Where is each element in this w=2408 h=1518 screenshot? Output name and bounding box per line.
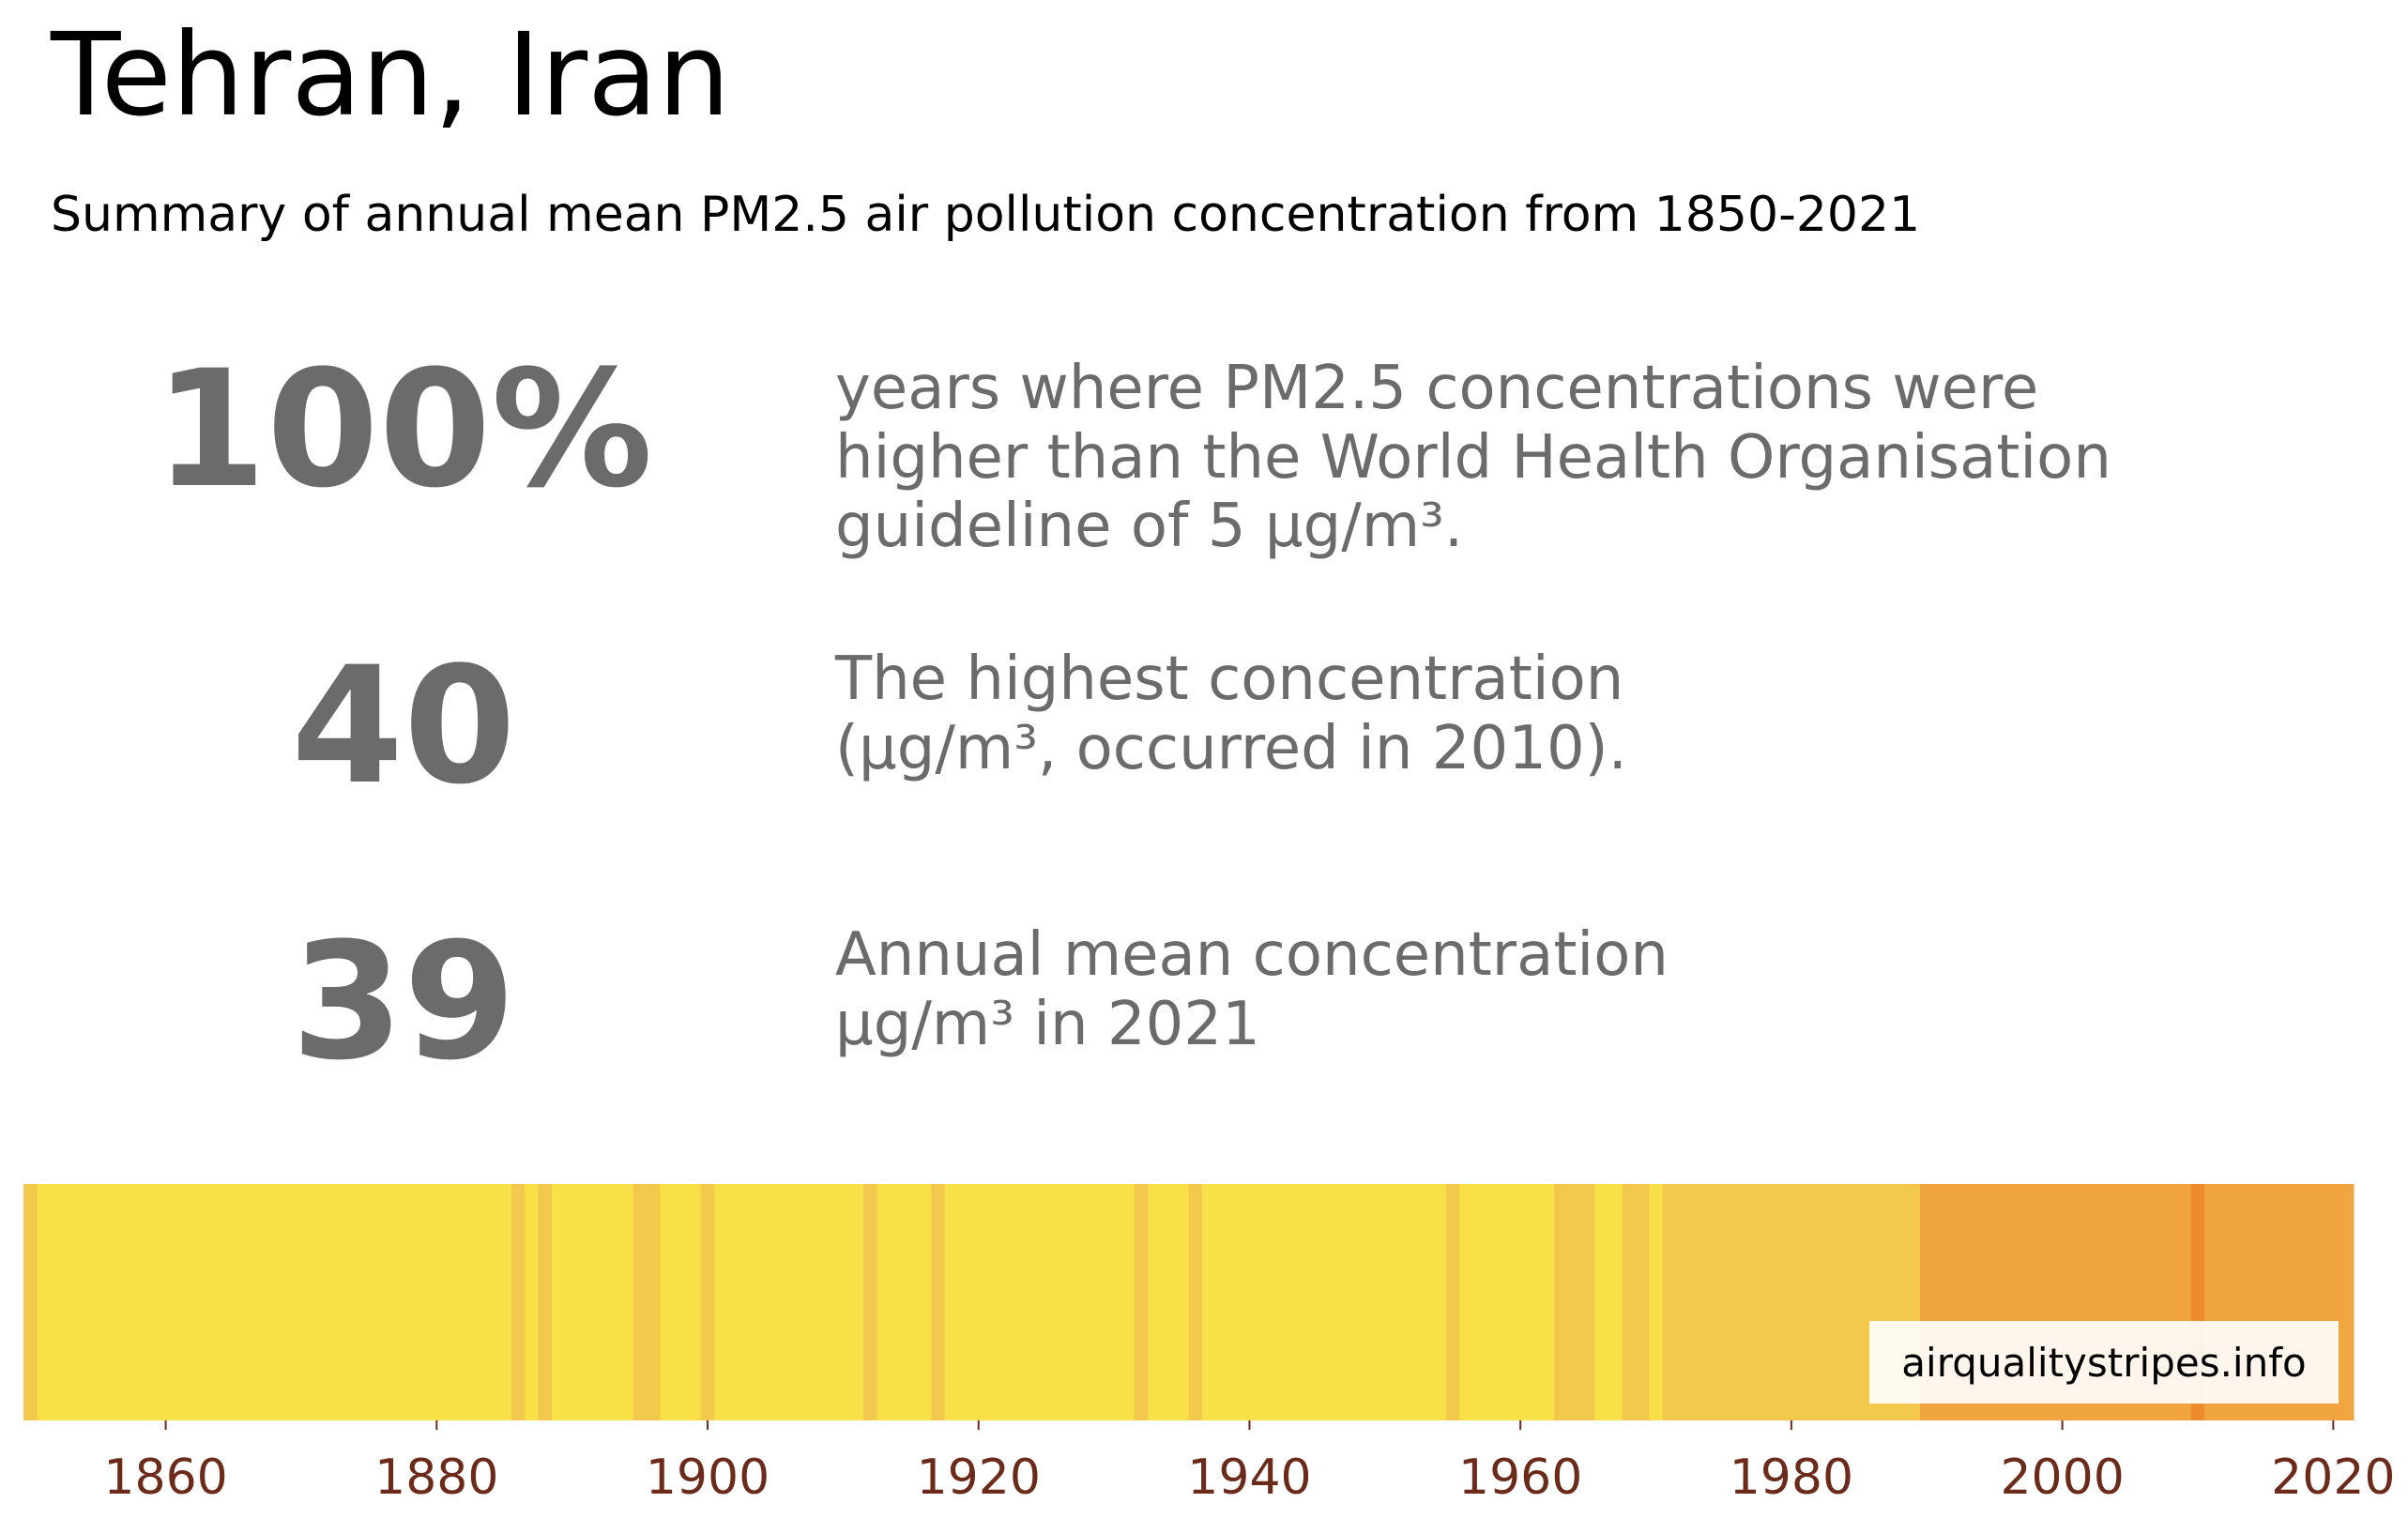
stripe-1895-1896	[632, 1184, 662, 1420]
stripe-1912-1912	[863, 1184, 878, 1420]
stripe-1889-1894	[552, 1184, 634, 1420]
stripe-1932-1932	[1134, 1184, 1149, 1420]
stat-description-line: guideline of 5 µg/m³.	[835, 492, 1464, 562]
x-axis-tick-label: 1960	[1458, 1450, 1582, 1506]
stripe-1897-1899	[660, 1184, 702, 1420]
stripe-1936-1936	[1188, 1184, 1203, 1420]
x-axis-tick-label: 1900	[646, 1450, 770, 1506]
stripe-1966-1967	[1594, 1184, 1623, 1420]
stripe-1963-1965	[1554, 1184, 1596, 1420]
stripe-1900-1900	[700, 1184, 715, 1420]
stat-value-latest-annual-mean: 39	[291, 907, 516, 1096]
stat-description-line: µg/m³ in 2021	[835, 989, 1260, 1059]
credit-label: airqualitystripes.info	[1869, 1321, 2339, 1404]
stat-description-line: (µg/m³, occurred in 2010).	[835, 713, 1627, 783]
stripe-1886-1886	[511, 1184, 526, 1420]
stat-description-line: The highest concentration	[835, 645, 1624, 714]
stripe-1933-1935	[1148, 1184, 1190, 1420]
stripe-1901-1911	[714, 1184, 864, 1420]
x-axis-tick-label: 1980	[1730, 1450, 1853, 1506]
stripe-1937-1954	[1201, 1184, 1447, 1420]
stripe-1918-1931	[944, 1184, 1135, 1420]
x-axis-tick-label: 1860	[103, 1450, 227, 1506]
stripe-1850-1850	[23, 1184, 38, 1420]
stripe-1851-1885	[37, 1184, 512, 1420]
x-axis-tick-label: 2020	[2271, 1450, 2395, 1506]
x-axis-tick-label: 1940	[1187, 1450, 1311, 1506]
page-title: Tehran, Iran	[51, 8, 731, 142]
stripe-1913-1916	[876, 1184, 932, 1420]
stat-description-years-above-guideline: years where PM2.5 concentrations were hi…	[835, 354, 2111, 562]
stripe-1970-1970	[1649, 1184, 1664, 1420]
x-axis-tick-label: 2000	[2000, 1450, 2124, 1506]
stripe-1968-1969	[1622, 1184, 1650, 1420]
stripe-1955-1955	[1445, 1184, 1460, 1420]
stripe-1956-1962	[1459, 1184, 1555, 1420]
stripe-1888-1888	[538, 1184, 553, 1420]
stat-value-highest-concentration: 40	[291, 631, 516, 820]
stat-description-line: Annual mean concentration	[835, 920, 1669, 990]
stat-description-line: higher than the World Health Organisatio…	[835, 422, 2111, 493]
stat-description-highest-concentration: The highest concentration (µg/m³, occurr…	[835, 645, 1627, 783]
page-subtitle: Summary of annual mean PM2.5 air polluti…	[51, 187, 1921, 243]
stripe-1917-1917	[931, 1184, 946, 1420]
stat-description-line: years where PM2.5 concentrations were	[835, 354, 2039, 423]
x-axis-tick-label: 1880	[374, 1450, 498, 1506]
stripe-1887-1887	[525, 1184, 540, 1420]
stat-description-latest-annual-mean: Annual mean concentration µg/m³ in 2021	[835, 920, 1669, 1059]
stat-value-years-above-guideline: 100%	[154, 335, 653, 524]
x-axis-tick-label: 1920	[917, 1450, 1041, 1506]
